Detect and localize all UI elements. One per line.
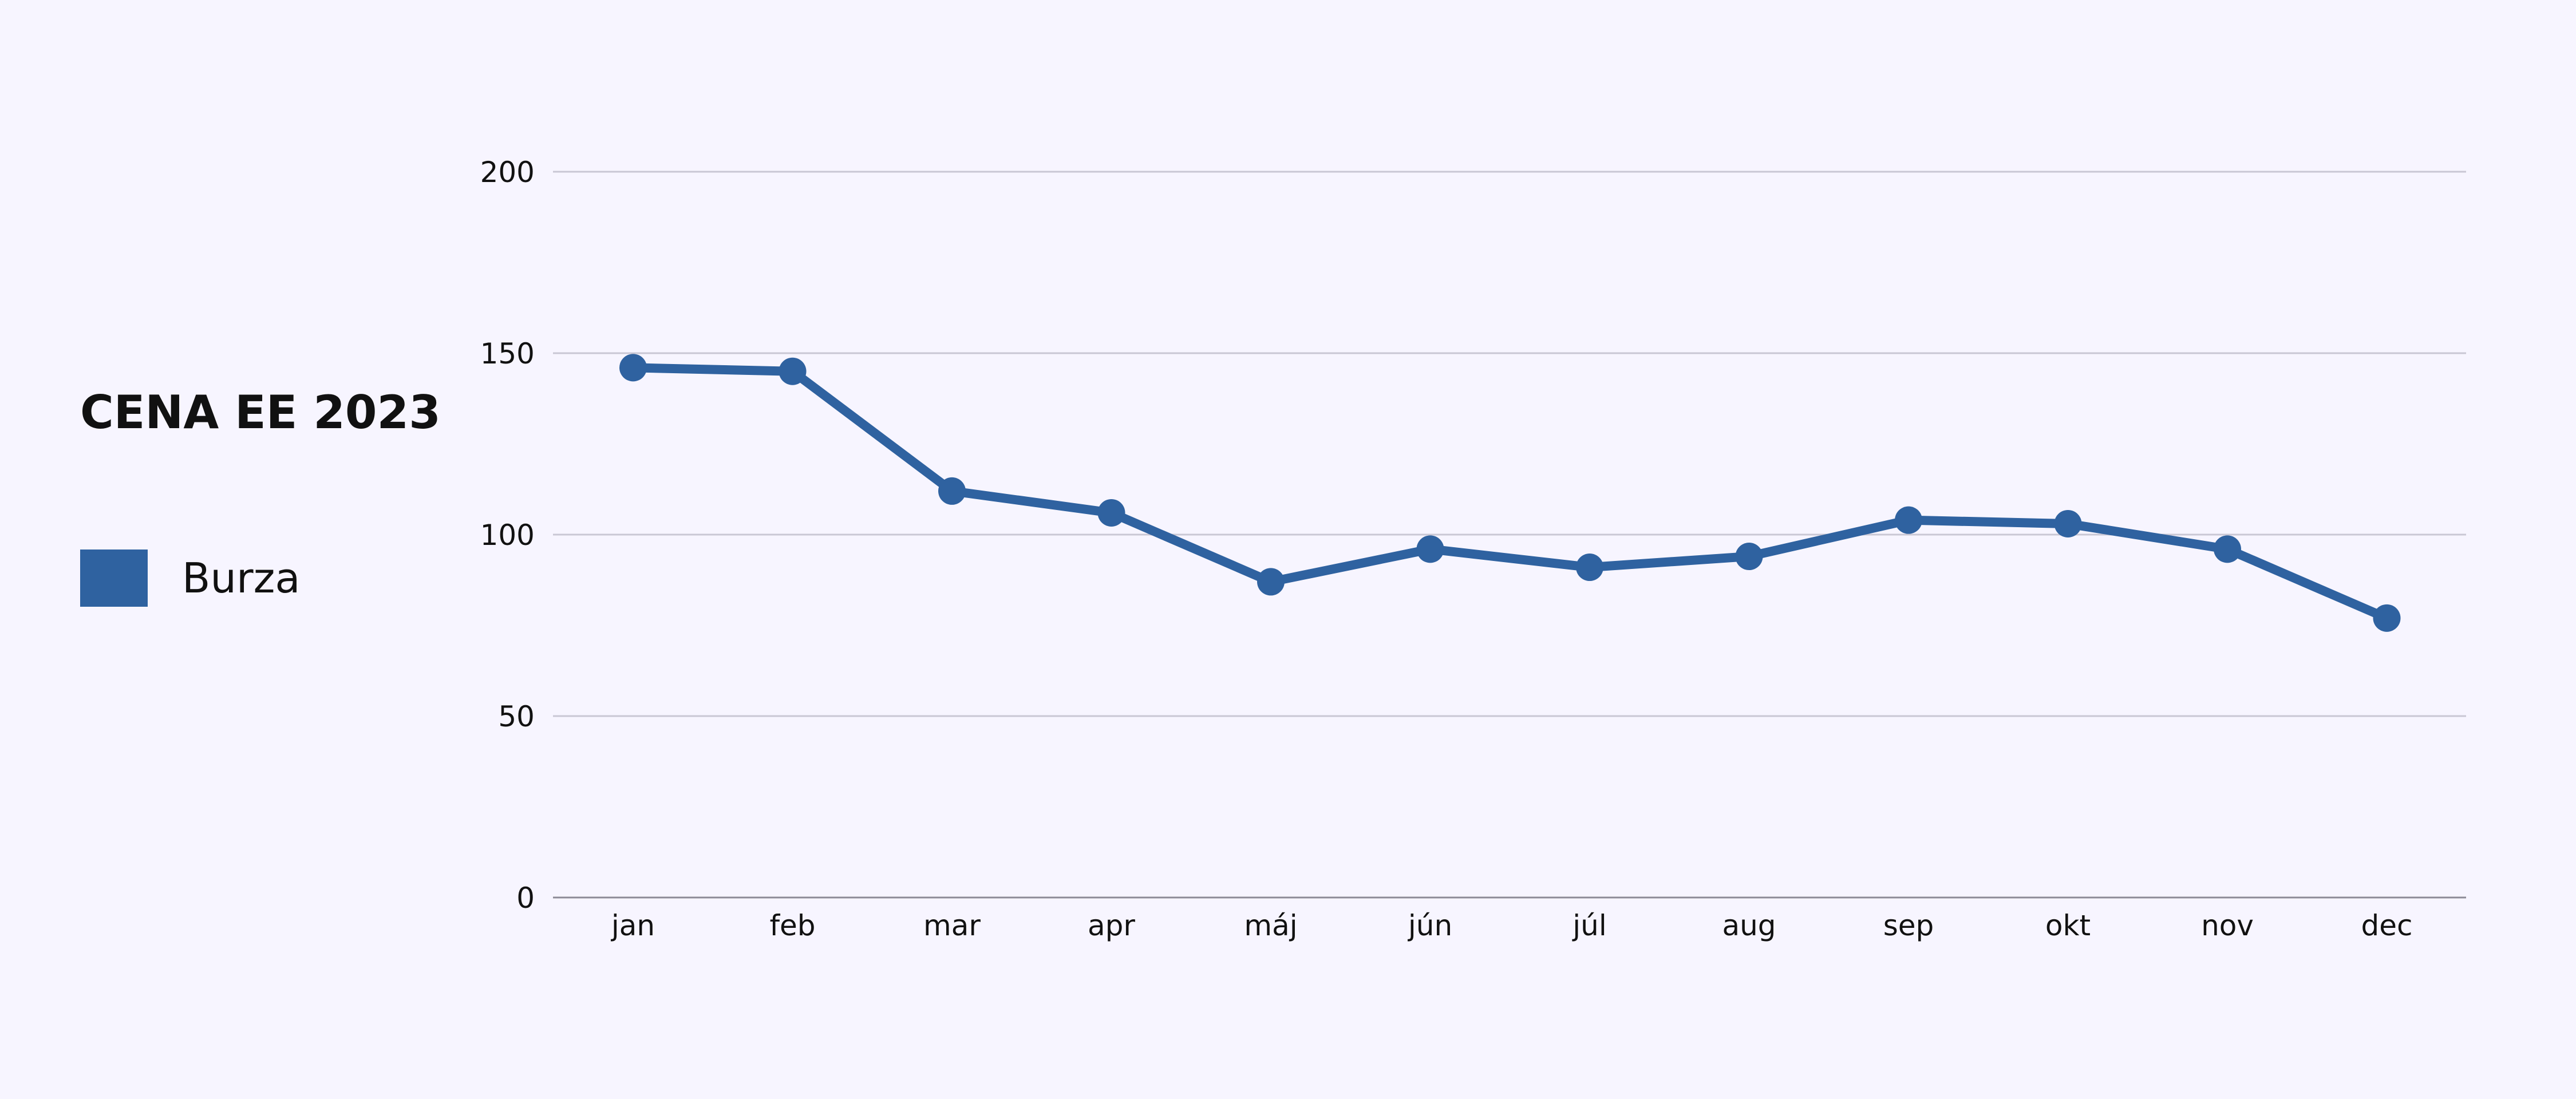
series-line-burza bbox=[629, 363, 2392, 623]
series-points-burza bbox=[619, 354, 2401, 632]
x-tick-label: júl bbox=[1572, 909, 1606, 942]
data-point-máj bbox=[1257, 568, 1285, 596]
legend: Burza bbox=[80, 550, 301, 607]
x-axis-ticks: jan feb mar apr máj jún júl aug sep okt nov dec bbox=[611, 909, 2413, 942]
legend-label-burza: Burza bbox=[182, 554, 301, 602]
data-point-sep bbox=[1895, 506, 1922, 534]
y-tick-label: 0 bbox=[516, 881, 535, 915]
x-tick-label: mar bbox=[923, 909, 981, 942]
data-point-feb bbox=[779, 357, 807, 385]
data-point-mar bbox=[938, 477, 966, 505]
x-tick-label: apr bbox=[1088, 909, 1135, 942]
y-tick-label: 100 bbox=[480, 519, 535, 552]
x-tick-label: jún bbox=[1408, 909, 1452, 942]
x-tick-label: máj bbox=[1244, 909, 1297, 942]
data-point-dec bbox=[2373, 604, 2401, 632]
x-tick-label: okt bbox=[2045, 909, 2091, 942]
gridlines bbox=[553, 171, 2466, 717]
data-point-apr bbox=[1097, 499, 1125, 527]
x-tick-label: aug bbox=[1722, 909, 1776, 942]
chart-title: CENA EE 2023 bbox=[80, 386, 441, 439]
y-tick-label: 50 bbox=[498, 700, 535, 733]
legend-swatch-burza bbox=[80, 550, 148, 607]
y-axis-ticks: 0 50 100 150 200 bbox=[480, 156, 535, 915]
x-tick-label: feb bbox=[769, 909, 815, 942]
data-point-aug bbox=[1735, 543, 1763, 571]
data-point-júl bbox=[1576, 554, 1603, 582]
x-tick-label: nov bbox=[2201, 909, 2254, 942]
data-point-okt bbox=[2054, 509, 2082, 537]
y-tick-label: 200 bbox=[480, 156, 535, 189]
data-point-jún bbox=[1416, 535, 1444, 563]
x-tick-label: jan bbox=[611, 909, 655, 942]
y-tick-label: 150 bbox=[480, 337, 535, 370]
data-point-jan bbox=[619, 354, 647, 382]
data-point-nov bbox=[2214, 535, 2241, 563]
x-tick-label: dec bbox=[2361, 909, 2413, 942]
x-tick-label: sep bbox=[1883, 909, 1934, 942]
